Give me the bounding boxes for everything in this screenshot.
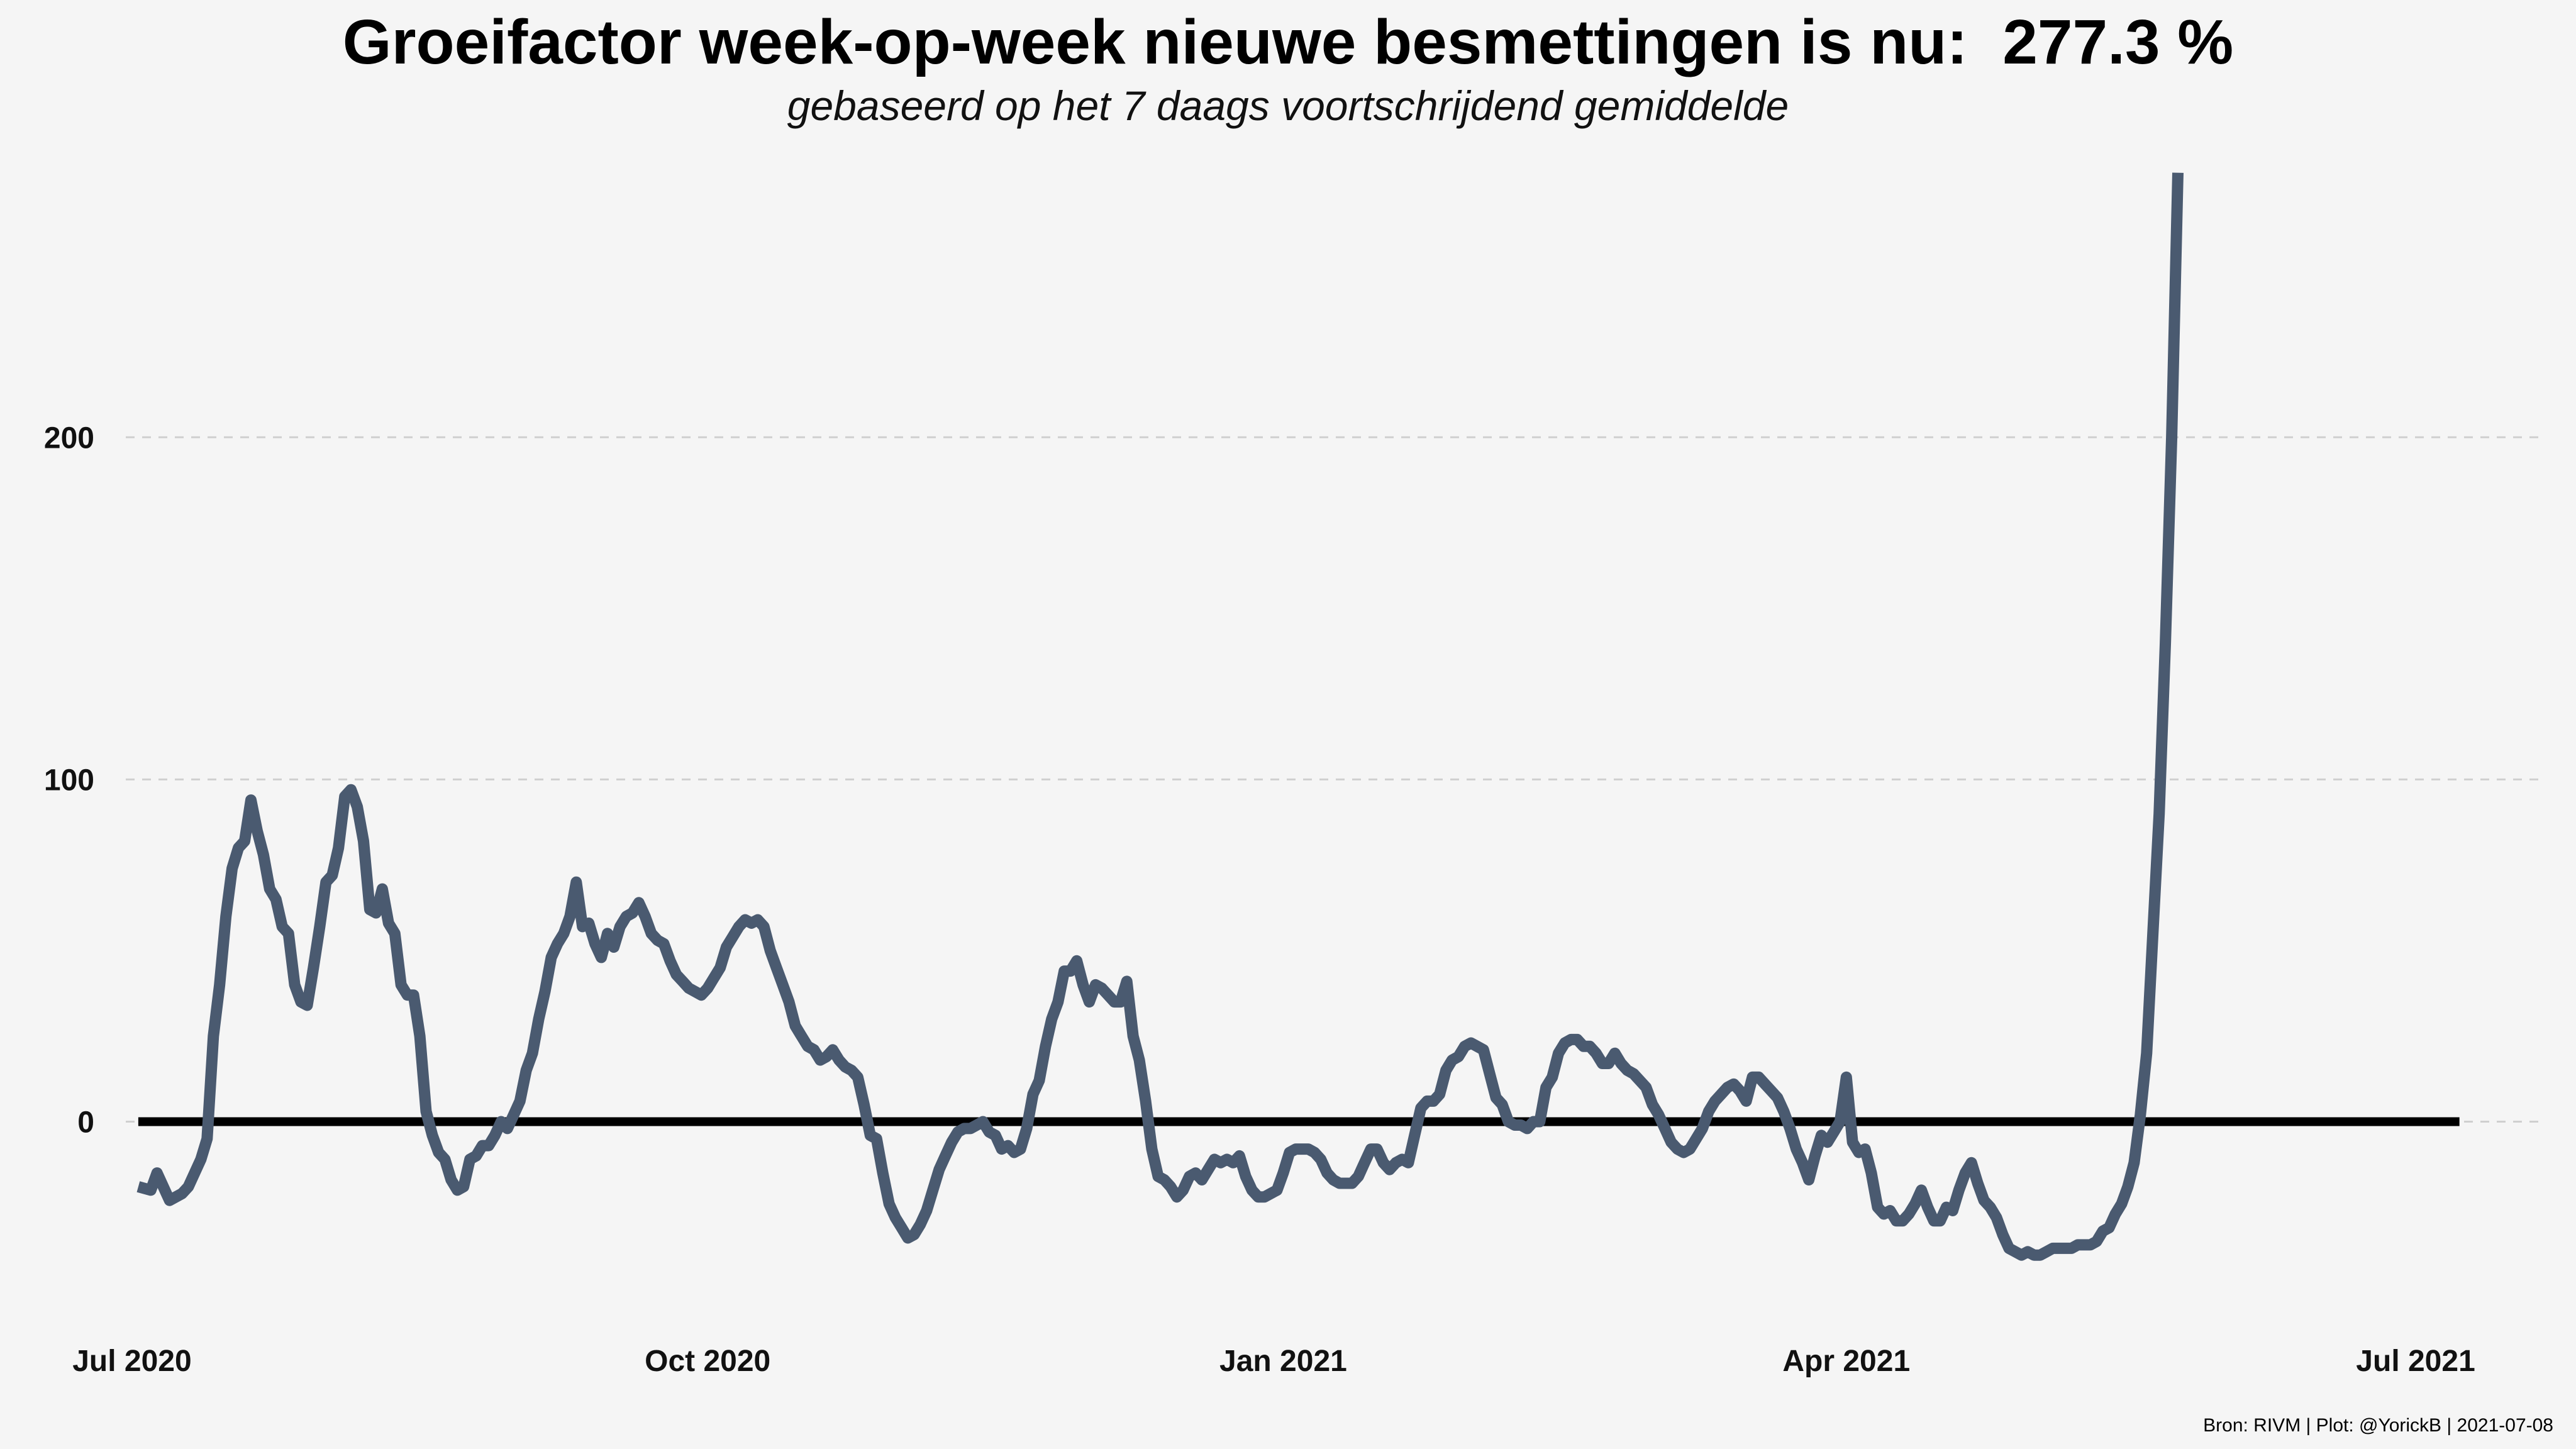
- x-tick-label: Jul 2020: [72, 1345, 191, 1378]
- series-line-layer: [136, 172, 2184, 1261]
- x-tick-label: Apr 2021: [1782, 1345, 1910, 1378]
- source-caption: Bron: RIVM | Plot: @YorickB | 2021-07-08: [2203, 1415, 2553, 1436]
- y-tick-label: 200: [44, 421, 94, 455]
- gridlines: [126, 436, 2541, 1123]
- series-line-0: [136, 172, 2184, 1261]
- y-tick-label: 100: [44, 763, 94, 797]
- y-tick-label: 0: [77, 1106, 94, 1140]
- chart-subtitle: gebaseerd op het 7 daags voortschrijdend…: [787, 82, 1789, 129]
- y-axis-ticks: 0 100 200: [44, 421, 94, 1139]
- x-tick-label: Oct 2020: [645, 1345, 770, 1378]
- x-tick-label: Jan 2021: [1219, 1345, 1347, 1378]
- x-tick-label: Jul 2021: [2356, 1345, 2475, 1378]
- chart-title: Groeifactor week-op-week nieuwe besmetti…: [342, 7, 2234, 77]
- x-axis-ticks: Jul 2020 Oct 2020 Jan 2021 Apr 2021 Jul 2021: [72, 1345, 2475, 1378]
